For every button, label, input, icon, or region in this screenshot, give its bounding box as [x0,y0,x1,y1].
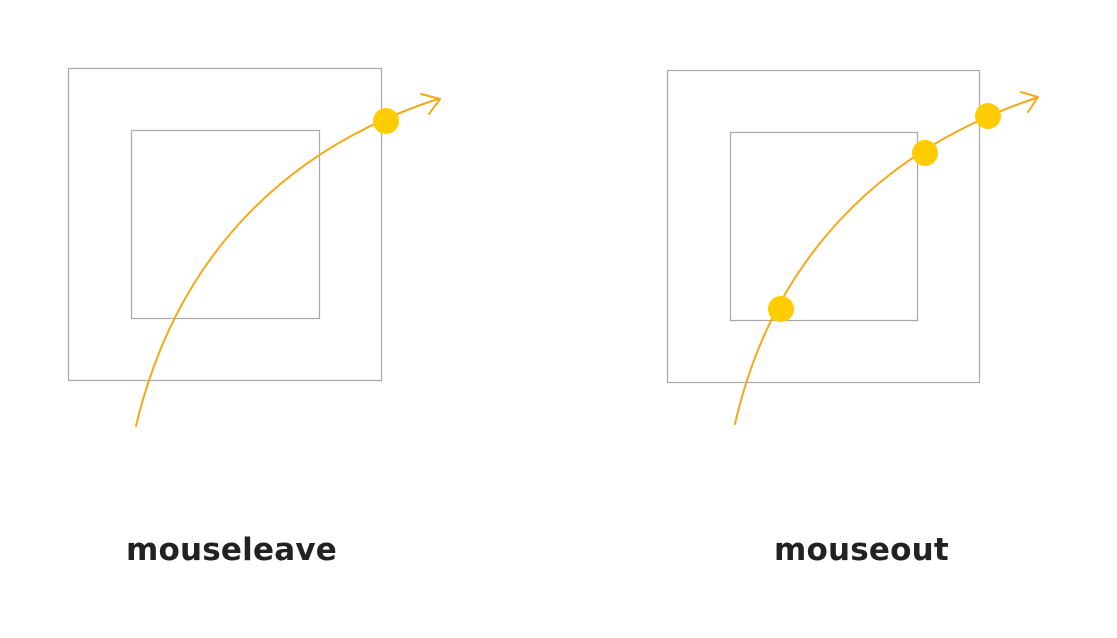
arrowhead-icon [1020,91,1039,113]
outer-box [67,67,383,382]
event-dot [373,108,399,134]
mouseleave-diagram: mouseleave [0,0,558,638]
inner-box [130,129,321,320]
event-dot [975,103,1001,129]
mouseout-caption: mouseout [774,532,949,568]
mouseout-diagram: mouseout [599,0,1117,638]
mouseleave-illustration [67,67,441,427]
arrowhead-icon [420,93,441,115]
mouseleave-caption: mouseleave [126,532,337,568]
pointer-path [135,98,439,427]
event-dot [768,296,794,322]
mouseout-illustration [666,69,1039,425]
pointer-path [734,97,1037,425]
outer-box [666,69,981,384]
inner-box [729,131,919,322]
event-dot [912,140,938,166]
